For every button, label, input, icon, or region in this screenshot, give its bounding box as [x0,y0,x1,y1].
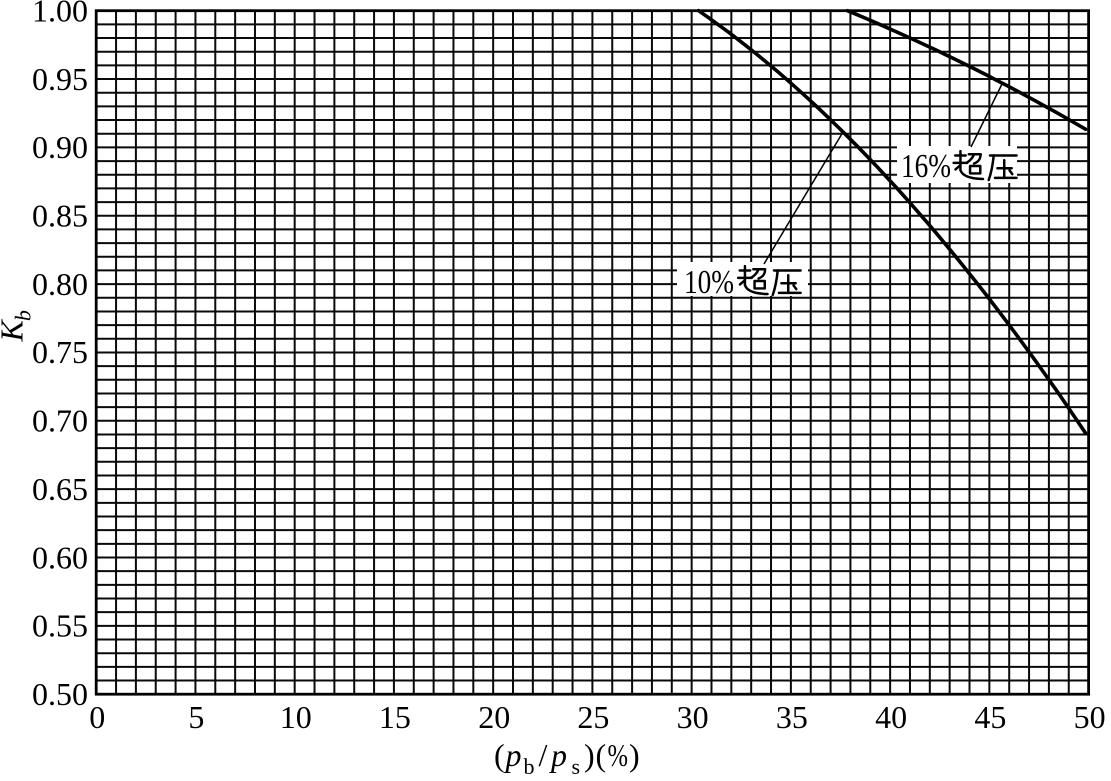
svg-text:0.95: 0.95 [32,61,88,97]
svg-text:45: 45 [974,699,1006,735]
svg-text:0.65: 0.65 [32,471,88,507]
svg-text:16%: 16% [901,148,951,185]
svg-text:0.85: 0.85 [32,198,88,234]
svg-text:10%: 10% [684,264,734,301]
svg-text:0.60: 0.60 [32,539,88,575]
svg-text:50: 50 [1074,699,1106,735]
svg-text:30: 30 [677,699,709,735]
svg-text:35: 35 [776,699,808,735]
svg-text:25: 25 [577,699,609,735]
svg-text:0.90: 0.90 [32,129,88,165]
svg-text:%: % [608,737,629,773]
svg-text:0.55: 0.55 [32,608,88,644]
svg-text:0.75: 0.75 [32,334,88,370]
svg-text:0.50: 0.50 [32,676,88,712]
svg-text:(pb/ps)(): (pb / p s)() [494,737,640,779]
svg-text:10: 10 [280,699,312,735]
svg-text:0.80: 0.80 [32,266,88,302]
svg-text:15: 15 [379,699,411,735]
svg-text:5: 5 [188,699,204,735]
svg-text:0: 0 [89,699,105,735]
svg-text:1.00: 1.00 [32,0,88,29]
svg-text:40: 40 [875,699,907,735]
svg-text:20: 20 [478,699,510,735]
svg-text:0.70: 0.70 [32,403,88,439]
